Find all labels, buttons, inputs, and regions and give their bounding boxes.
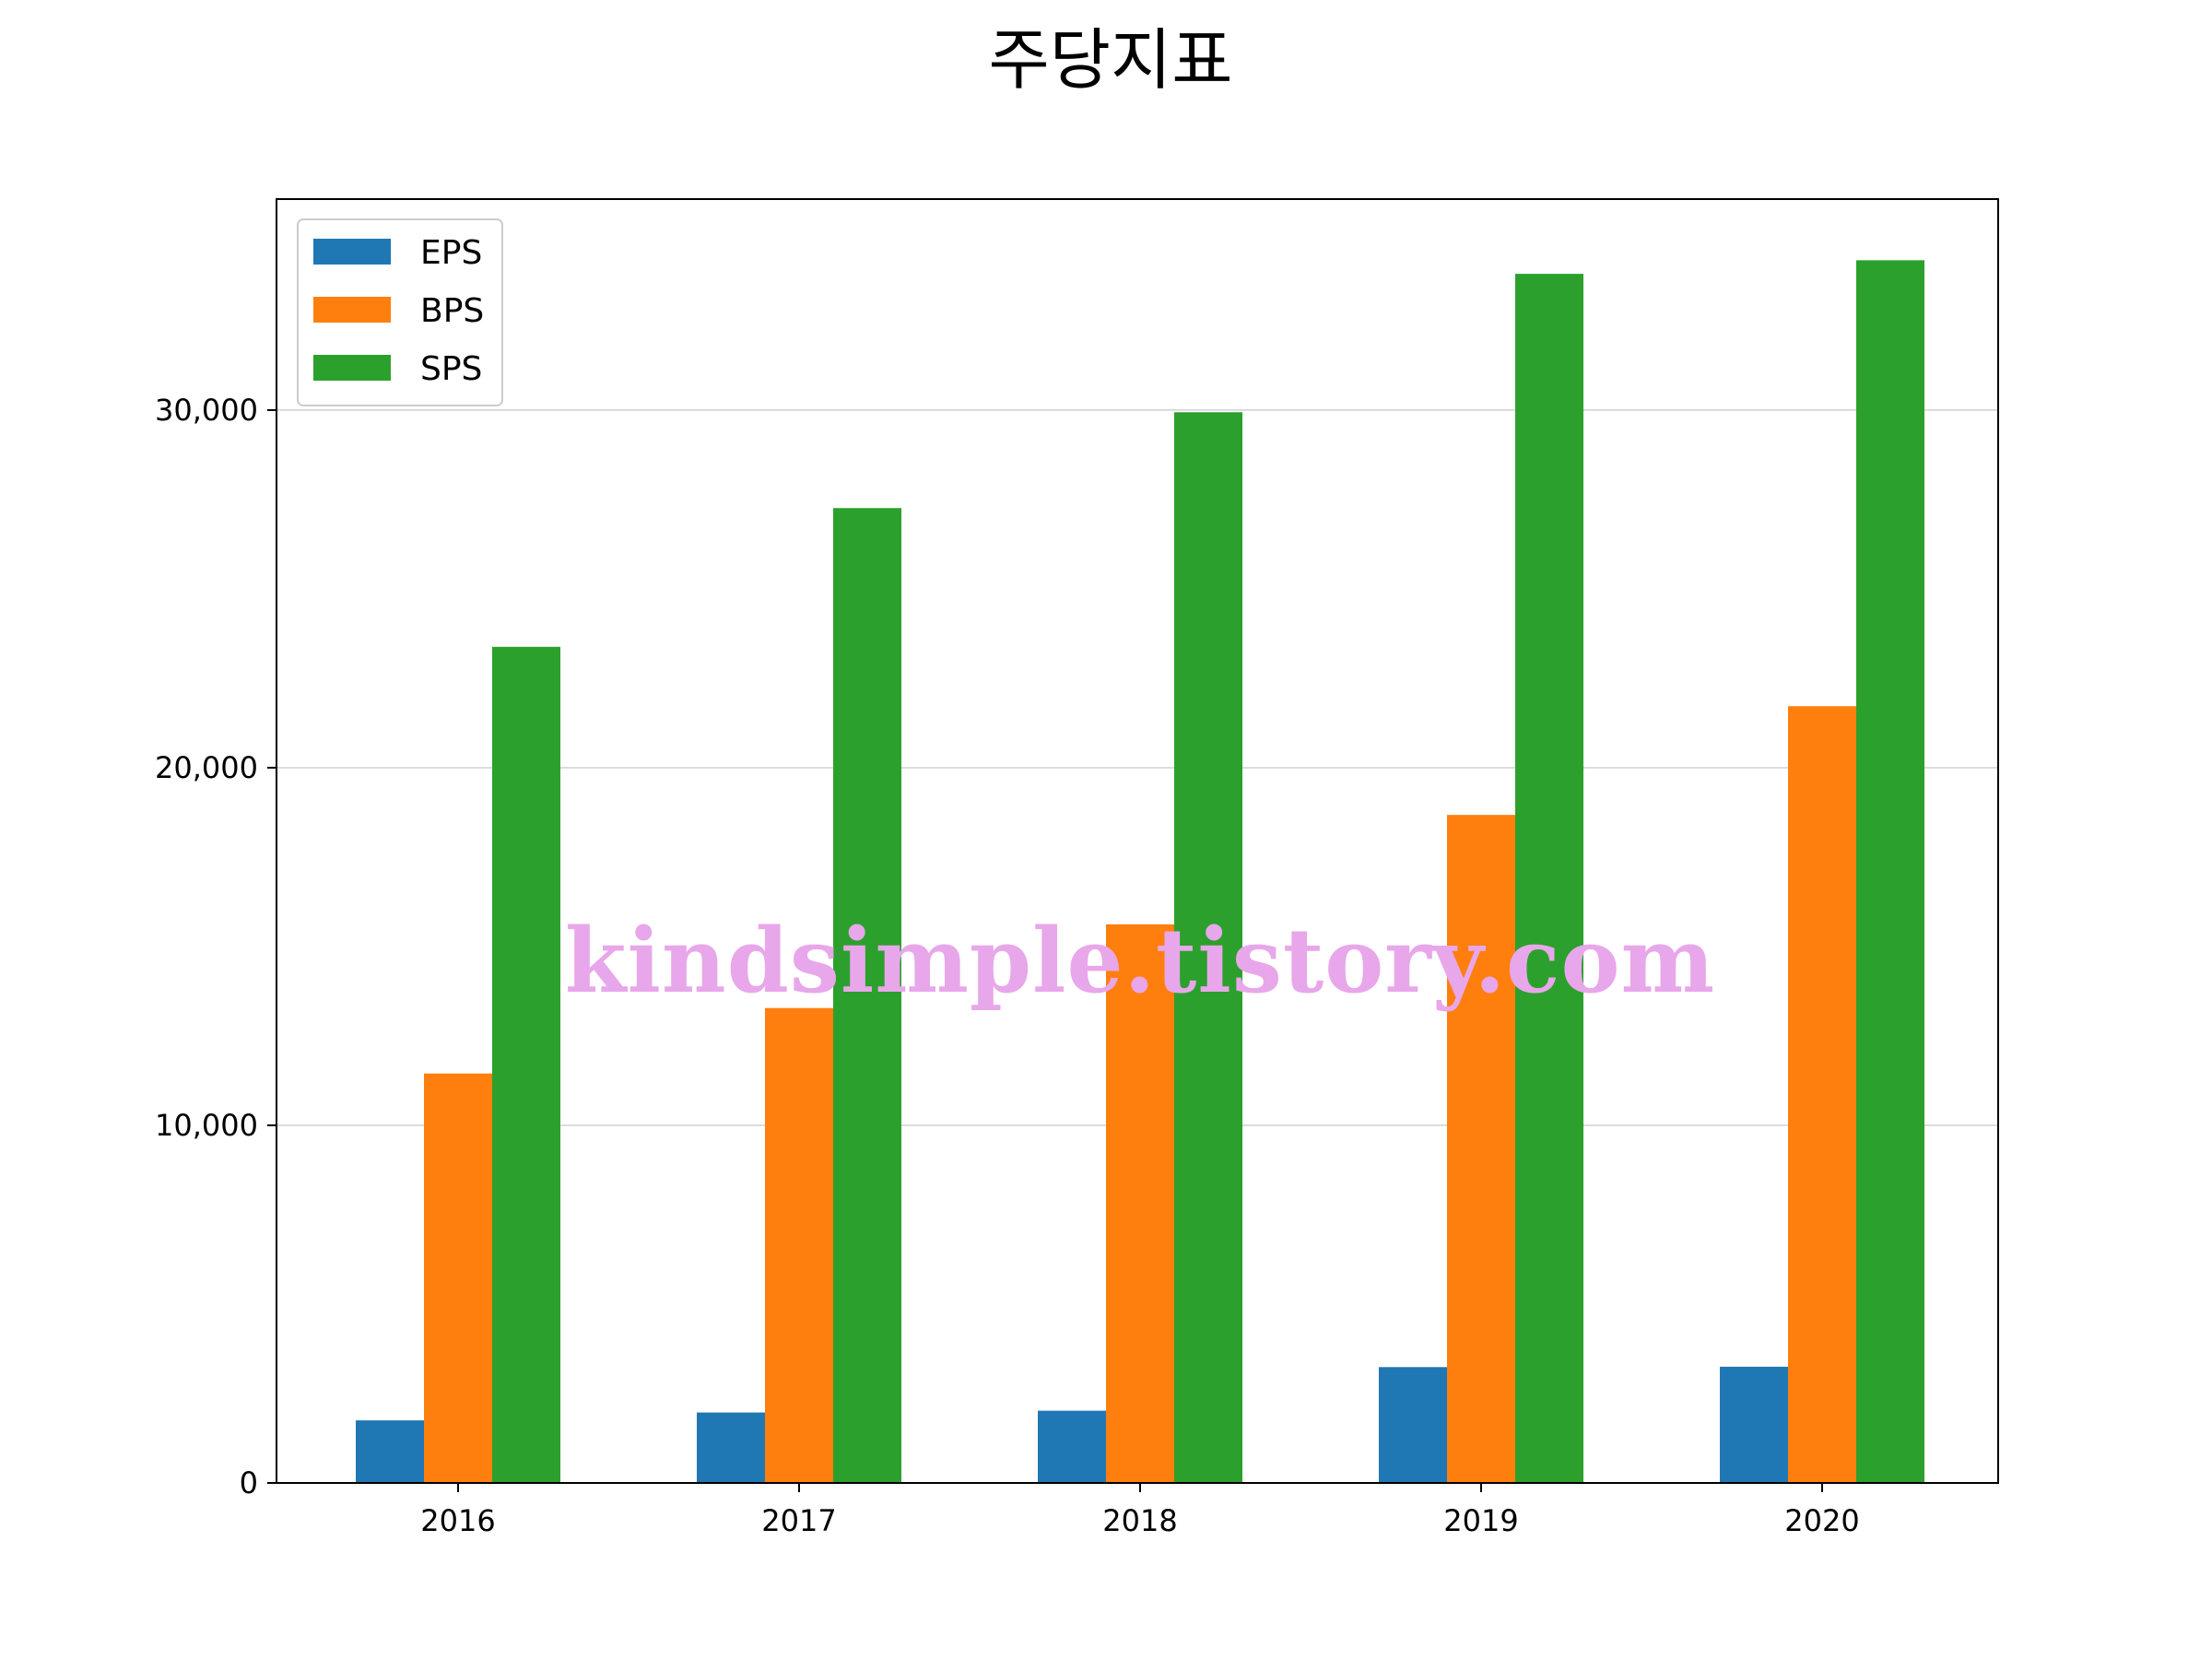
bars (356, 260, 1924, 1484)
axes: 0 10,000 20,000 30,000 2016 2017 2018 2019 2020 (155, 393, 1860, 1538)
bar-eps-2016 (356, 1420, 424, 1483)
bar-sps-2016 (492, 646, 560, 1483)
bar-eps-2017 (697, 1412, 765, 1483)
legend-label-bps: BPS (420, 292, 484, 330)
bar-sps-2017 (833, 508, 901, 1484)
bar-sps-2018 (1174, 412, 1242, 1484)
bar-bps-2017 (765, 1007, 833, 1483)
bar-sps-2019 (1515, 274, 1583, 1483)
plot-frame (276, 198, 1999, 1484)
y-tick-label: 0 (240, 1465, 258, 1500)
x-tick-label: 2020 (1784, 1503, 1859, 1538)
legend: EPS BPS SPS (297, 218, 503, 406)
x-tick-label: 2016 (420, 1503, 495, 1538)
y-tick-label: 10,000 (155, 1108, 258, 1143)
bar-bps-2016 (424, 1073, 492, 1483)
y-tick-label: 30,000 (155, 393, 258, 428)
bar-eps-2019 (1379, 1367, 1447, 1483)
bar-bps-2020 (1788, 706, 1856, 1483)
legend-swatch-eps (313, 239, 391, 265)
bar-bps-2019 (1447, 815, 1515, 1483)
legend-label-eps: EPS (420, 234, 482, 272)
bar-eps-2020 (1720, 1366, 1788, 1483)
y-tick-label: 20,000 (155, 750, 258, 785)
x-tick-label: 2018 (1102, 1503, 1177, 1538)
bar-eps-2018 (1038, 1410, 1106, 1483)
watermark-text: kindsimple.tistory.com (565, 909, 1715, 1013)
bar-sps-2020 (1856, 260, 1924, 1483)
legend-label-sps: SPS (420, 350, 482, 388)
x-tick-label: 2019 (1443, 1503, 1518, 1538)
chart-title: 주당지표 (989, 21, 1233, 99)
legend-swatch-sps (313, 355, 391, 381)
legend-swatch-bps (313, 297, 391, 323)
bar-bps-2018 (1106, 924, 1174, 1483)
x-tick-label: 2017 (761, 1503, 836, 1538)
